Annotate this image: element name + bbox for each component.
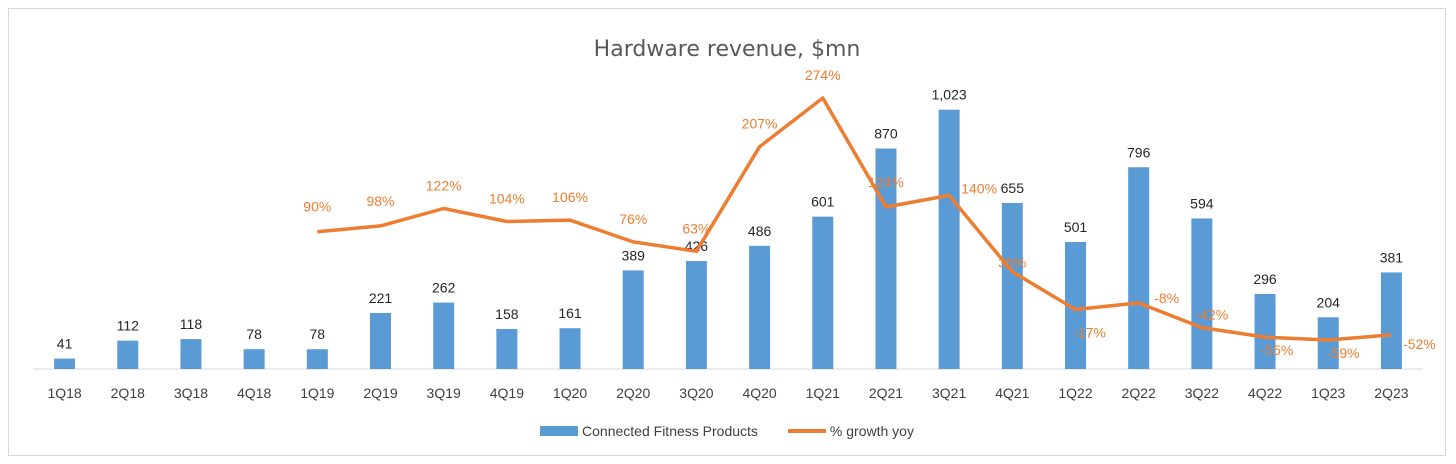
bar-label-4Q20: 486 [748, 223, 772, 239]
bar-label-1Q21: 601 [811, 194, 835, 210]
x-tick-2Q22: 2Q22 [1122, 385, 1156, 401]
x-tick-1Q19: 1Q19 [300, 385, 334, 401]
bar-label-2Q21: 870 [874, 125, 898, 141]
x-tick-3Q20: 3Q20 [679, 385, 713, 401]
x-tick-3Q18: 3Q18 [174, 385, 208, 401]
bar-3Q18 [180, 339, 202, 369]
bar-label-3Q18: 118 [180, 316, 203, 332]
growth-label-2Q19: 98% [366, 193, 394, 209]
legend-bar-swatch [540, 426, 579, 436]
x-tick-1Q21: 1Q21 [806, 385, 840, 401]
growth-label-3Q20: 63% [682, 220, 710, 236]
bar-label-3Q21: 1,023 [932, 87, 967, 103]
chart-frame: Hardware revenue, $mn 41 1Q18 112 2Q18 118 3Q… [8, 8, 1446, 456]
chart-plot-area: 41 1Q18 112 2Q18 118 3Q18 78 4Q18 78 1Q19 221 2Q19 2… [33, 67, 1436, 401]
x-tick-3Q19: 3Q19 [427, 385, 461, 401]
growth-label-4Q20: 207% [742, 116, 778, 132]
growth-line [317, 96, 1392, 342]
bar-1Q19 [306, 349, 328, 369]
bar-label-1Q19: 78 [310, 326, 326, 342]
bar-label-2Q23: 381 [1380, 249, 1404, 265]
growth-label-1Q20: 106% [552, 189, 588, 205]
growth-label-2Q23: -52% [1403, 336, 1436, 352]
bar-label-4Q22: 296 [1253, 271, 1277, 287]
bar-3Q22 [1191, 218, 1213, 369]
x-tick-4Q20: 4Q20 [742, 385, 776, 401]
x-tick-2Q21: 2Q21 [869, 385, 903, 401]
x-tick-3Q21: 3Q21 [932, 385, 966, 401]
x-tick-2Q19: 2Q19 [363, 385, 397, 401]
bar-label-1Q18: 41 [57, 336, 73, 352]
growth-label-3Q22: -42% [1196, 307, 1229, 323]
x-tick-2Q18: 2Q18 [111, 385, 145, 401]
x-tick-1Q22: 1Q22 [1058, 385, 1092, 401]
x-tick-4Q19: 4Q19 [490, 385, 524, 401]
x-tick-1Q23: 1Q23 [1311, 385, 1345, 401]
bar-2Q22 [1128, 167, 1150, 369]
bar-label-2Q19: 221 [369, 290, 393, 306]
x-tick-1Q18: 1Q18 [47, 385, 81, 401]
x-tick-4Q22: 4Q22 [1248, 385, 1282, 401]
growth-label-1Q21: 274% [805, 67, 841, 83]
bar-1Q22 [1065, 242, 1086, 369]
legend-line-swatch [787, 429, 826, 433]
growth-label-4Q21: 35% [998, 255, 1026, 271]
bar-label-4Q19: 158 [495, 306, 519, 322]
legend-item-bars: Connected Fitness Products [540, 423, 758, 439]
bar-3Q19 [433, 302, 455, 369]
bar-4Q18 [243, 349, 265, 369]
bar-3Q21 [938, 109, 960, 369]
chart-legend: Connected Fitness Products % growth yoy [9, 423, 1445, 439]
x-tick-4Q18: 4Q18 [237, 385, 271, 401]
legend-item-line: % growth yoy [787, 423, 914, 439]
bar-2Q23 [1380, 272, 1402, 369]
bar-1Q21 [812, 216, 834, 369]
chart-title: Hardware revenue, $mn [593, 37, 861, 62]
bar-1Q20 [559, 328, 581, 369]
bar-2Q18 [117, 340, 139, 369]
growth-label-2Q21: 124% [868, 174, 904, 190]
bar-2Q21 [875, 148, 897, 369]
bar-label-1Q20: 161 [558, 305, 582, 321]
bar-1Q23 [1317, 317, 1339, 369]
bar-label-2Q20: 389 [622, 247, 646, 263]
bar-4Q19 [496, 328, 518, 369]
bar-2Q19 [370, 312, 391, 369]
legend-bar-label: Connected Fitness Products [582, 423, 758, 439]
x-tick-2Q20: 2Q20 [616, 385, 650, 401]
growth-label-4Q19: 104% [489, 191, 525, 207]
growth-label-1Q23: -59% [1327, 345, 1360, 361]
bar-4Q21 [1001, 202, 1023, 369]
bar-label-2Q22: 796 [1127, 144, 1151, 160]
bar-label-1Q23: 204 [1317, 294, 1341, 310]
bar-label-4Q21: 655 [1001, 180, 1025, 196]
bar-label-3Q22: 594 [1190, 195, 1214, 211]
growth-label-4Q22: -55% [1261, 342, 1294, 358]
growth-label-1Q19: 90% [303, 199, 331, 215]
legend-line-label: % growth yoy [829, 423, 914, 439]
bar-label-1Q22: 501 [1064, 219, 1088, 235]
growth-label-2Q22: -8% [1154, 290, 1179, 306]
bar-label-3Q19: 262 [432, 280, 456, 296]
x-tick-1Q20: 1Q20 [553, 385, 587, 401]
bar-4Q22 [1254, 293, 1276, 369]
bar-3Q20 [685, 261, 707, 369]
bar-4Q20 [749, 245, 771, 369]
growth-label-3Q21: 140% [961, 180, 997, 196]
growth-label-3Q19: 122% [426, 177, 462, 193]
x-tick-3Q22: 3Q22 [1185, 385, 1219, 401]
bar-2Q20 [622, 270, 644, 369]
bar-label-2Q18: 112 [117, 318, 140, 334]
x-tick-4Q21: 4Q21 [995, 385, 1029, 401]
x-tick-2Q23: 2Q23 [1374, 385, 1408, 401]
growth-label-1Q22: -17% [1073, 324, 1106, 340]
growth-label-2Q20: 76% [619, 211, 647, 227]
bar-1Q18 [54, 358, 76, 369]
bar-label-4Q18: 78 [246, 326, 262, 342]
